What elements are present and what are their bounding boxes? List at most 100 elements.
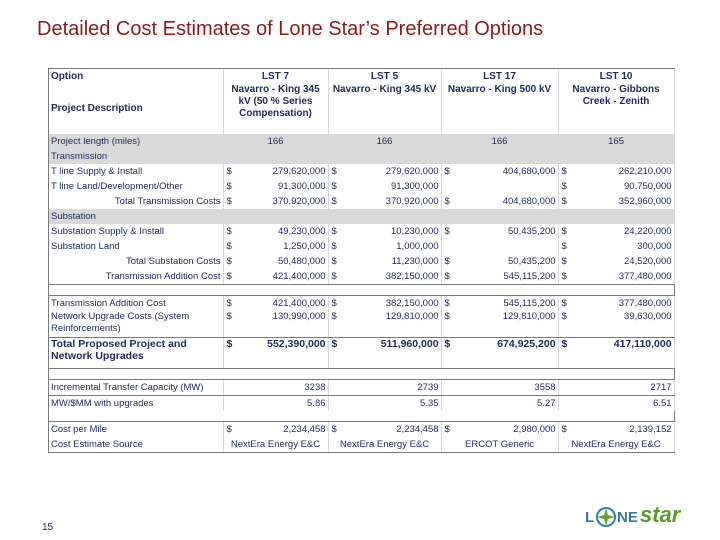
cell-value: 165 (558, 134, 675, 149)
dollar-sign: $ (561, 297, 567, 309)
table-row: Total Proposed Project and Network Upgra… (49, 337, 675, 369)
option-id: LST 17 (441, 69, 559, 84)
dollar-sign: $ (561, 180, 567, 192)
cell-value: NextEra Energy E&C (558, 437, 675, 452)
table-row: Project length (miles) 166 166 166 165 (49, 134, 675, 149)
dollar-sign: $ (444, 255, 450, 267)
option-id: LST 7 (223, 69, 329, 84)
cell-value: 352,960,000 (572, 194, 675, 209)
option-desc: Navarro - King 345 kV (50 % Series Compe… (223, 84, 329, 134)
cell-value: 129,810,000 (342, 311, 442, 338)
dollar-sign: $ (223, 337, 237, 369)
row-label: Transmission Addition Cost (49, 295, 224, 311)
cell-value: 11,230,000 (342, 254, 442, 269)
cell-value: 404,680,000 (455, 164, 559, 179)
dollar-sign: $ (441, 337, 456, 369)
cell-value: 370,920,000 (342, 194, 442, 209)
cell-value: 49,230,000 (237, 224, 329, 239)
dollar-sign: $ (561, 240, 567, 252)
table-row: Transmission Addition Cost $421,400,000 … (49, 269, 675, 285)
row-label: T line Land/Development/Other (49, 179, 224, 194)
header-row-description: Project Description Navarro - King 345 k… (49, 84, 675, 134)
cell-value: 404,680,000 (455, 194, 559, 209)
dollar-sign: $ (444, 423, 450, 435)
dollar-sign: $ (328, 269, 343, 285)
dollar-sign: $ (561, 255, 567, 267)
cell-value: 370,920,000 (237, 194, 329, 209)
dollar-sign: $ (441, 269, 456, 285)
lonestar-logo: L NE star (585, 500, 685, 532)
cell-value: 674,925,200 (455, 337, 559, 369)
cell-value: 50,480,000 (237, 254, 329, 269)
cell-value: 166 (441, 134, 559, 149)
cell-value: 545,115,200 (455, 269, 559, 285)
cell-value: 3558 (441, 379, 559, 396)
option-id: LST 10 (558, 69, 675, 84)
dollar-sign: $ (444, 297, 450, 309)
dollar-sign: $ (558, 337, 573, 369)
table-row: Total Transmission Costs $370,920,000 $3… (49, 194, 675, 209)
dollar-sign: $ (226, 423, 232, 435)
option-desc: Navarro - King 345 kV (328, 84, 442, 134)
dollar-sign: $ (558, 269, 573, 285)
dollar-sign: $ (331, 240, 337, 252)
option-label: Option (49, 69, 224, 84)
cell-value: 5.27 (441, 395, 559, 411)
cell-value: 50,435,200 (455, 224, 559, 239)
dollar-sign: $ (561, 423, 567, 435)
section-label: Substation (49, 209, 224, 224)
dollar-sign: $ (226, 195, 232, 207)
dollar-sign: $ (561, 225, 567, 237)
cell-value: 279,620,000 (342, 164, 442, 179)
project-desc-label: Project Description (49, 84, 224, 134)
table-row: T line Supply & Install $279,620,000 $27… (49, 164, 675, 179)
cell-value: 90,750,000 (572, 179, 675, 194)
logo-text-l: L (585, 509, 595, 526)
cell-value: 166 (328, 134, 442, 149)
cell-value: 50,435,200 (455, 254, 559, 269)
row-label: Network Upgrade Costs (System Reinforcem… (49, 311, 224, 338)
dollar-sign: $ (444, 225, 450, 237)
cell-value: 417,110,000 (572, 337, 675, 369)
dollar-sign: $ (226, 240, 232, 252)
dollar-sign: $ (441, 311, 456, 338)
cell-value: NextEra Energy E&C (328, 437, 442, 452)
cell-value: 377,480,000 (572, 269, 675, 285)
table-row: T line Land/Development/Other $91,300,00… (49, 179, 675, 194)
option-id: LST 5 (328, 69, 442, 84)
table-row: Cost per Mile $2,234,458 $2,234,458 $2,9… (49, 421, 675, 437)
row-label: T line Supply & Install (49, 164, 224, 179)
dollar-sign: $ (226, 225, 232, 237)
dollar-sign: $ (223, 269, 237, 285)
dollar-sign (441, 179, 455, 194)
row-label: Total Transmission Costs (49, 194, 224, 209)
page-title: Detailed Cost Estimates of Lone Star’s P… (37, 18, 544, 40)
cost-estimates-table: Option LST 7 LST 5 LST 17 LST 10 Project… (49, 69, 675, 452)
section-row: Substation (49, 209, 675, 224)
compass-star-icon (596, 507, 616, 527)
cell-value (455, 179, 559, 194)
cell-value: 166 (223, 134, 329, 149)
section-label: Transmission (49, 149, 224, 164)
cell-value: 2,234,458 (237, 421, 329, 437)
table-row: MW/$MM with upgrades 5.86 5.35 5.27 6.51 (49, 395, 675, 411)
logo-text-ne: NE (617, 509, 638, 526)
cell-value: 382,150,000 (342, 295, 442, 311)
page-number: 15 (42, 522, 54, 533)
dollar-sign: $ (331, 225, 337, 237)
table-row: Substation Supply & Install $49,230,000 … (49, 224, 675, 239)
cell-value: 5.35 (328, 395, 442, 411)
table-row: Cost Estimate Source NextEra Energy E&C … (49, 437, 675, 452)
cell-value: 91,300,000 (342, 179, 442, 194)
cell-value: 3238 (223, 379, 329, 396)
cell-value: 6.51 (558, 395, 675, 411)
cell-value: 552,390,000 (237, 337, 329, 369)
row-label: MW/$MM with upgrades (49, 395, 224, 411)
dollar-sign: $ (331, 180, 337, 192)
cell-value: 511,960,000 (342, 337, 442, 369)
cell-value: 2,139,152 (572, 421, 675, 437)
cell-value: 377,480,000 (572, 295, 675, 311)
row-label: Total Proposed Project and Network Upgra… (49, 337, 224, 369)
section-row: Transmission (49, 149, 675, 164)
cell-value: 545,115,200 (455, 295, 559, 311)
